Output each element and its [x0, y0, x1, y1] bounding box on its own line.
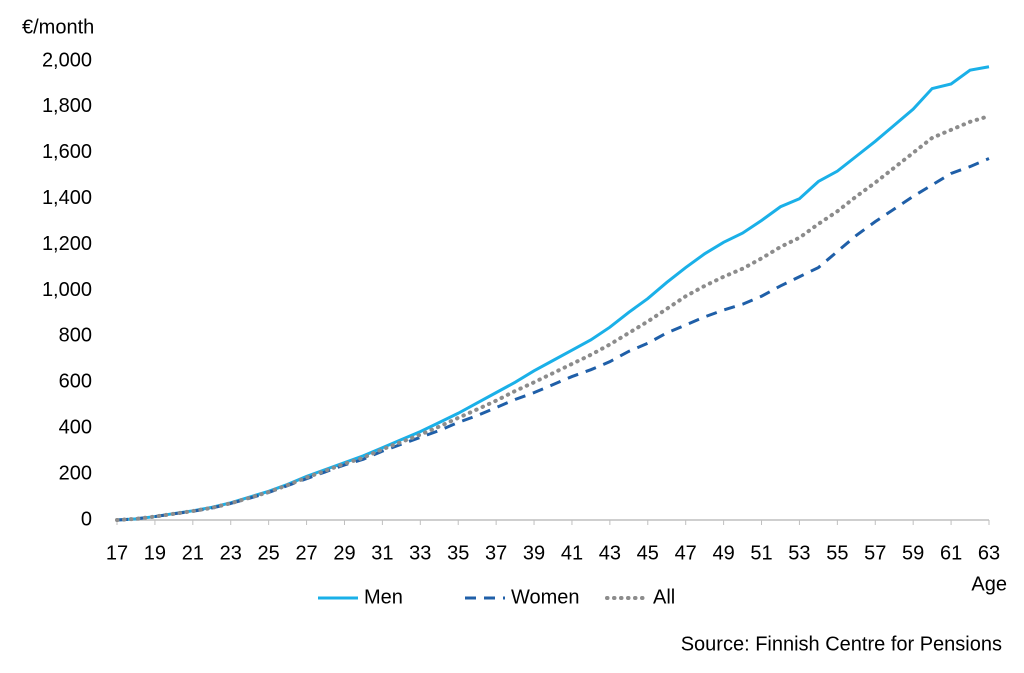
x-tick-label: 49: [712, 542, 734, 564]
y-tick-label: 1,000: [42, 279, 92, 301]
x-tick-label: 53: [788, 542, 810, 564]
y-axis-label: €/month: [22, 16, 94, 38]
x-tick-label: 45: [637, 542, 659, 564]
y-tick-label: 1,400: [42, 187, 92, 209]
x-tick-label: 55: [826, 542, 848, 564]
source: Source: Finnish Centre for Pensions: [681, 633, 1002, 655]
x-tick-label: 33: [409, 542, 431, 564]
y-tick-label: 800: [59, 325, 92, 347]
x-tick-label: 21: [182, 542, 204, 564]
series-line: [115, 114, 991, 522]
y-tick-label: 1,200: [42, 233, 92, 255]
x-tick-label: 59: [902, 542, 924, 564]
series-line: [116, 157, 990, 522]
x-tick-label: 41: [561, 542, 583, 564]
x-tick-label: 31: [371, 542, 393, 564]
legend-label: Men: [364, 586, 403, 608]
y-tick-label: 1,600: [42, 141, 92, 163]
legend-label: Women: [511, 586, 580, 608]
x-tick-label: 23: [220, 542, 242, 564]
y-tick-label: 200: [59, 462, 92, 484]
x-tick-label: 25: [258, 542, 280, 564]
x-tick-label: 51: [750, 542, 772, 564]
x-tick-label: 47: [675, 542, 697, 564]
x-axis-label: Age: [971, 573, 1007, 595]
legend-label: All: [653, 586, 675, 608]
x-tick-label: 35: [447, 542, 469, 564]
x-tick-label: 17: [106, 542, 128, 564]
x-tick-label: 63: [978, 542, 1000, 564]
x-tick-label: 29: [333, 542, 355, 564]
y-tick-label: 400: [59, 416, 92, 438]
x-tick-label: 57: [864, 542, 886, 564]
y-tick-label: 0: [81, 508, 92, 530]
x-tick-label: 61: [940, 542, 962, 564]
x-tick-label: 19: [144, 542, 166, 564]
y-tick-label: 2,000: [42, 49, 92, 71]
y-tick-label: 1,800: [42, 95, 92, 117]
x-tick-label: 39: [523, 542, 545, 564]
y-tick-label: 600: [59, 371, 92, 393]
x-tick-label: 37: [485, 542, 507, 564]
x-tick-label: 27: [295, 542, 317, 564]
x-tick-label: 43: [599, 542, 621, 564]
series-line: [116, 65, 990, 522]
